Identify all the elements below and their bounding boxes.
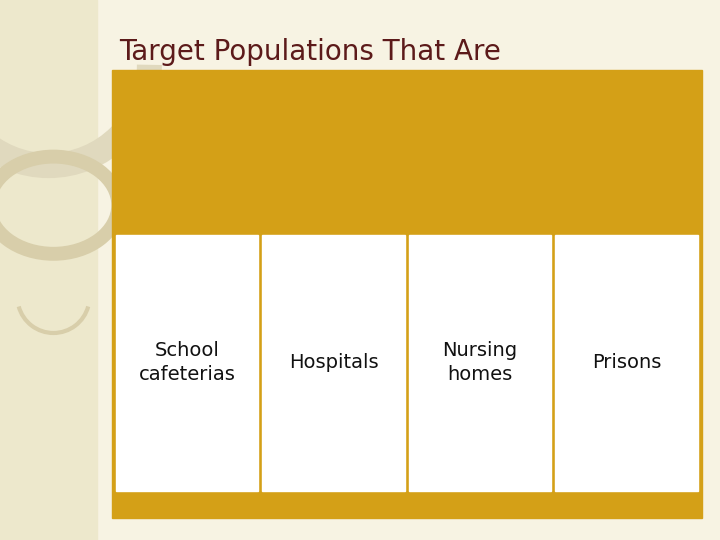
Bar <box>112 70 702 518</box>
Text: School
cafeterias: School cafeterias <box>138 341 235 384</box>
Bar <box>0 0 97 540</box>
Text: Target Populations That Are
Affected: Target Populations That Are Affected <box>119 38 500 99</box>
Bar <box>556 235 698 490</box>
Text: Prisons: Prisons <box>592 353 661 372</box>
Text: Nursing
homes: Nursing homes <box>443 341 518 384</box>
Bar <box>262 235 405 490</box>
Bar <box>409 235 552 490</box>
Bar <box>116 235 258 490</box>
Text: Hospitals: Hospitals <box>289 353 378 372</box>
